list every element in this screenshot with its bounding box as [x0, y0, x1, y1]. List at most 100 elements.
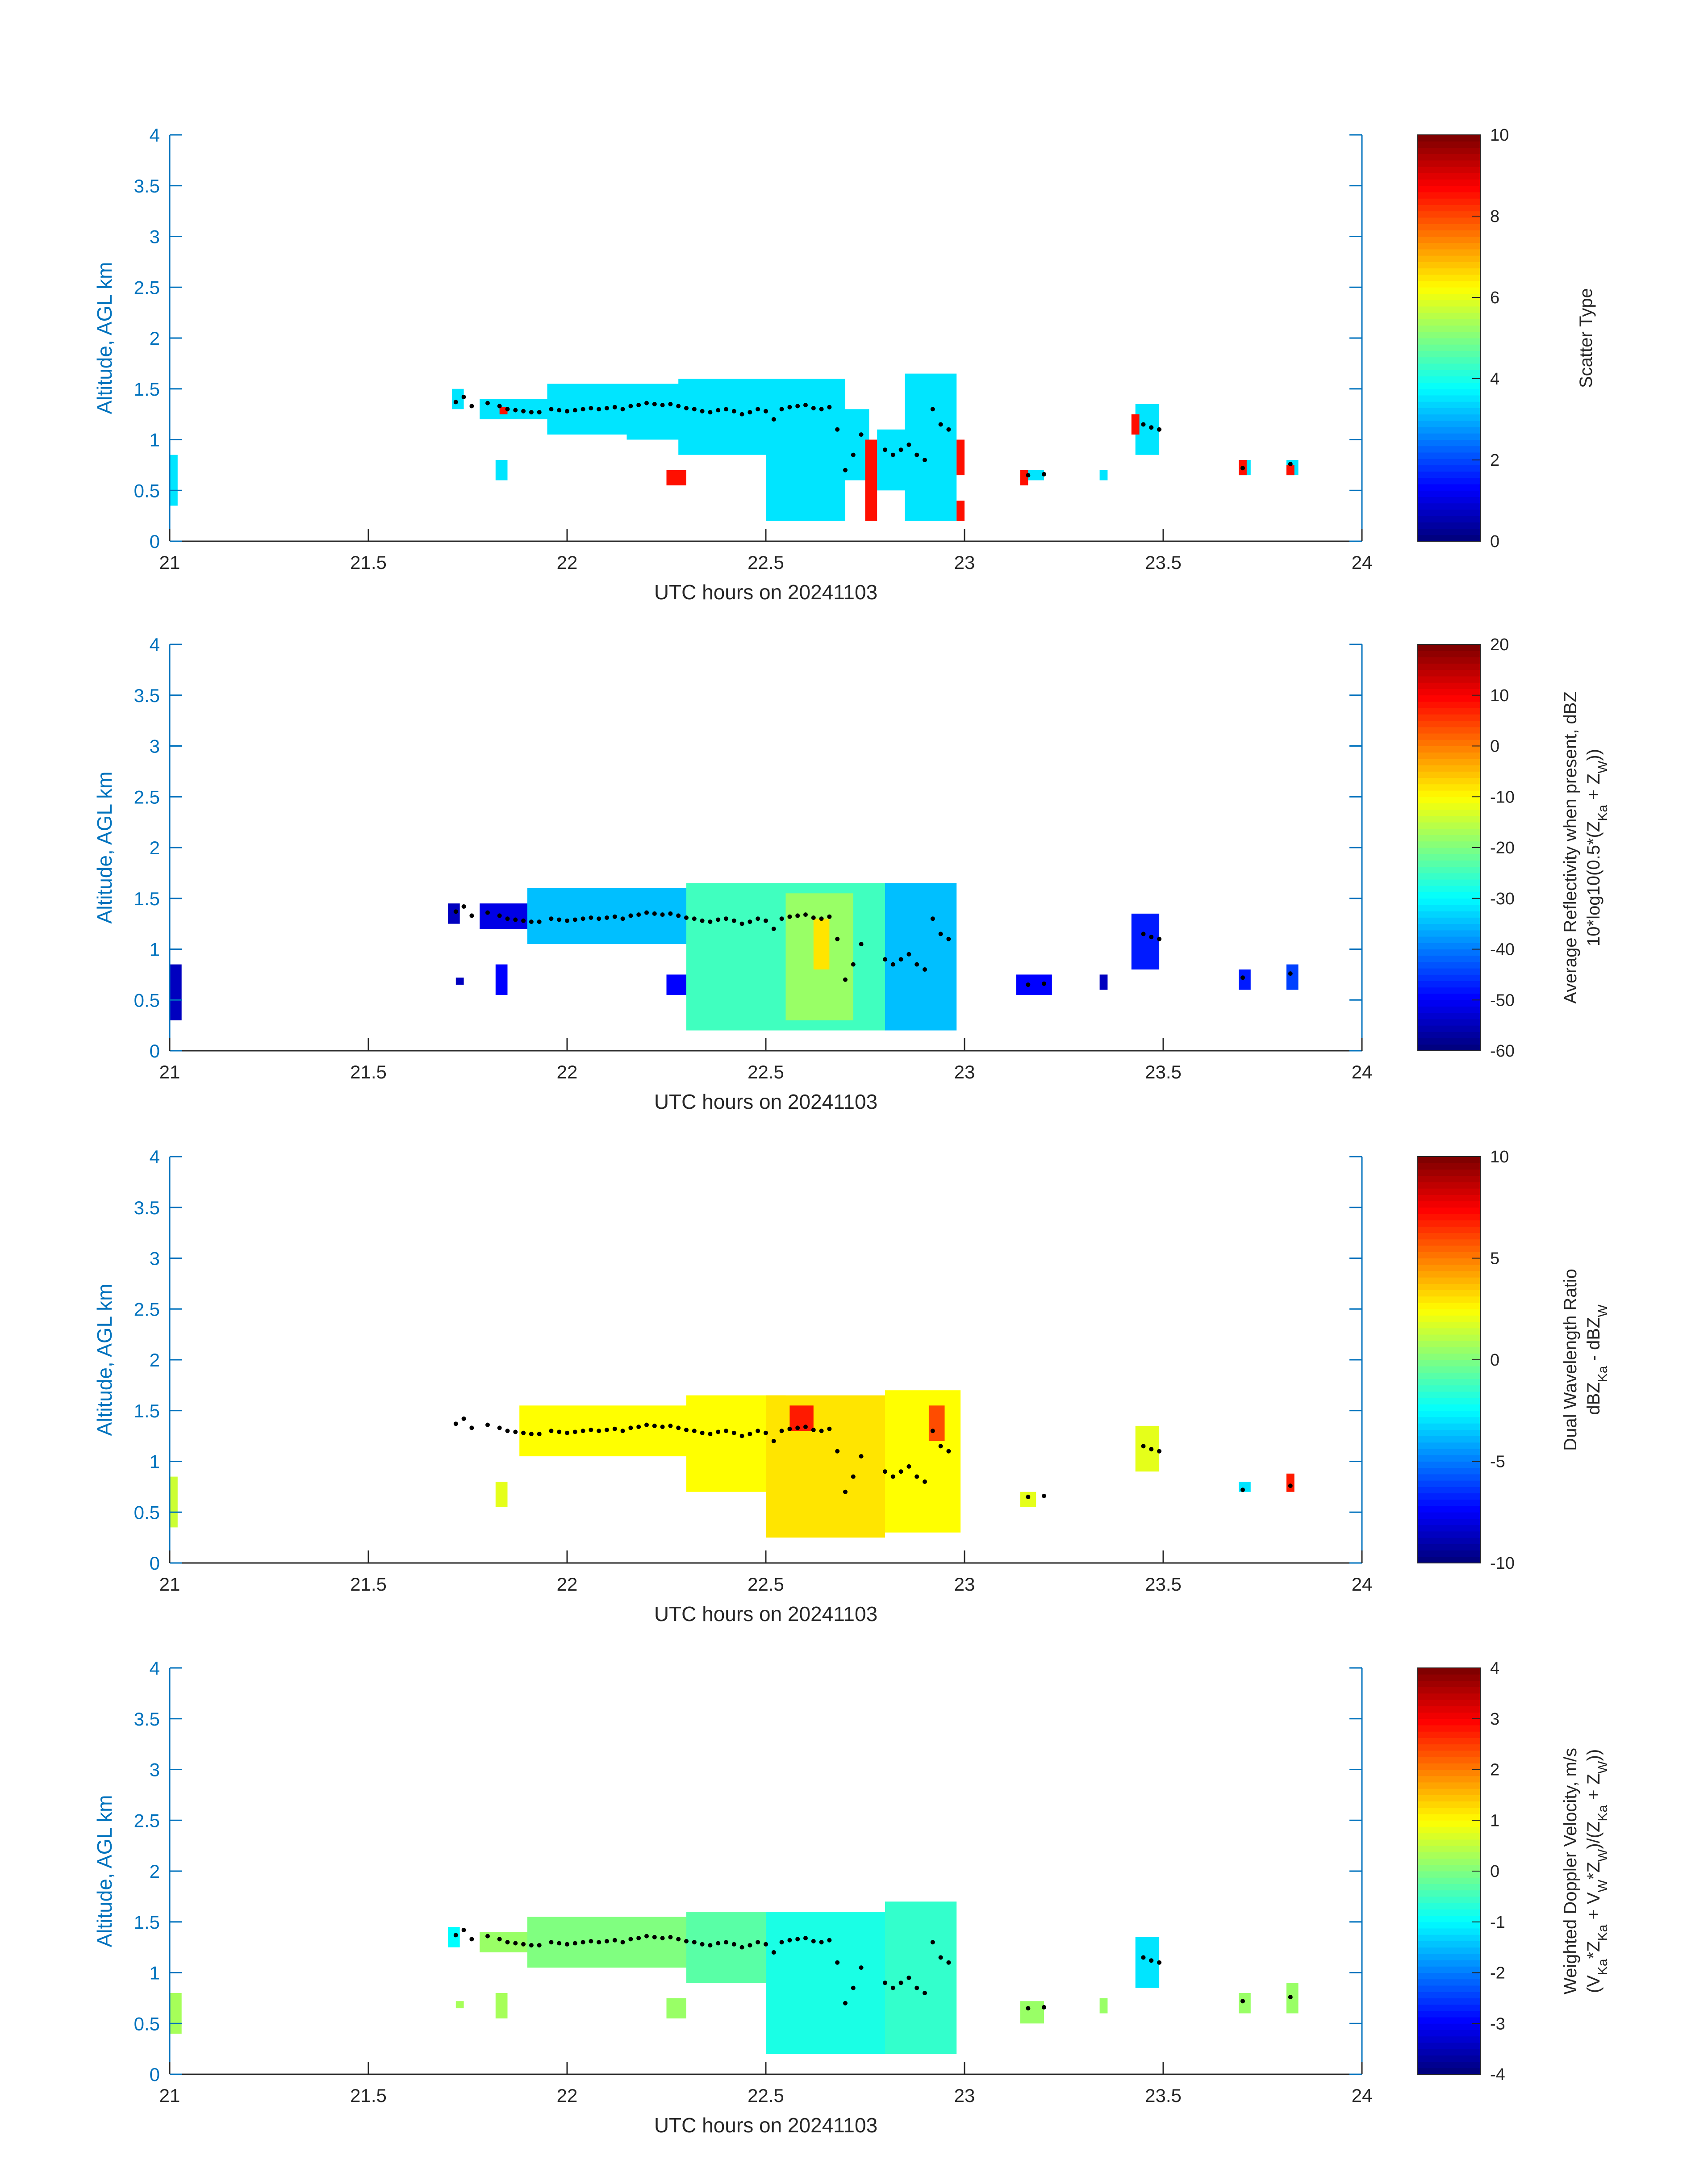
- colorbar-segment: [1418, 154, 1480, 161]
- cloud-base-point: [898, 1469, 903, 1474]
- cloud-base-point: [851, 452, 856, 457]
- cloud-base-point: [764, 1430, 768, 1435]
- colorbar-segment: [1418, 1537, 1480, 1544]
- data-cell: [956, 439, 965, 476]
- cloud-base-point: [1240, 466, 1245, 471]
- cloud-base-point: [819, 1940, 824, 1945]
- cloud-base-point: [557, 408, 562, 413]
- colorbar-segment: [1418, 733, 1480, 740]
- cloud-base-point: [835, 1449, 840, 1454]
- cloud-base-point: [521, 1942, 526, 1947]
- cloud-base-point: [700, 918, 705, 923]
- cloud-base-point: [835, 936, 840, 941]
- cloud-base-point: [811, 1939, 816, 1943]
- cloud-base-point: [1288, 462, 1293, 467]
- colorbar-segment: [1418, 809, 1480, 816]
- colorbar-segment: [1418, 490, 1480, 497]
- cloud-base-point: [612, 1938, 617, 1943]
- data-cell: [956, 501, 965, 521]
- colorbar-segment: [1418, 1315, 1480, 1322]
- cloud-base-point: [946, 936, 951, 941]
- data-cell: [626, 384, 686, 440]
- y-tick-label: 2.5: [134, 786, 160, 807]
- colorbar: -60 -50 -40 -30 -20 -10 0 10 20 Average Reflectiv…: [1417, 635, 1610, 1061]
- cloud-base-point: [915, 1474, 919, 1479]
- cloud-base-point: [644, 910, 649, 915]
- colorbar-segment: [1418, 1890, 1480, 1897]
- colorbar-segment: [1418, 452, 1480, 459]
- cloud-base-point: [597, 1429, 601, 1433]
- colorbar-segment: [1418, 1467, 1480, 1475]
- colorbar-segment: [1418, 223, 1480, 230]
- colorbar-segment: [1418, 331, 1480, 338]
- cloud-base-point: [906, 442, 911, 447]
- colorbar-segment: [1418, 2036, 1480, 2043]
- colorbar-segment: [1418, 1277, 1480, 1284]
- colorbar-tick-label: 0: [1490, 737, 1499, 756]
- cloud-base-point: [731, 1430, 736, 1435]
- cloud-base-point: [692, 1940, 697, 1945]
- colorbar-segment: [1418, 2042, 1480, 2049]
- cloud-base-point: [803, 403, 808, 408]
- colorbar-segment: [1418, 1321, 1480, 1329]
- cloud-base-point: [692, 916, 697, 921]
- colorbar-segment: [1418, 860, 1480, 867]
- colorbar-label: Weighted Doppler Velocity, m/s: [1561, 1748, 1580, 1994]
- data-cell: [1020, 2001, 1044, 2024]
- colorbar-tick-label: -3: [1490, 2014, 1505, 2033]
- y-tick-label: 4: [150, 1658, 160, 1679]
- cloud-base-point: [589, 915, 593, 920]
- colorbar-segment: [1418, 987, 1480, 994]
- colorbar-tick-label: 4: [1490, 370, 1499, 389]
- data-cell: [877, 429, 905, 491]
- colorbar-segment: [1418, 300, 1480, 307]
- colorbar-segment: [1418, 1025, 1480, 1032]
- colorbar-segment: [1418, 695, 1480, 702]
- cloud-base-point: [739, 1433, 744, 1438]
- colorbar-segment: [1418, 1953, 1480, 1960]
- cloud-base-point: [1157, 936, 1162, 941]
- cloud-base-point: [668, 1935, 673, 1939]
- colorbar-segment: [1418, 2055, 1480, 2062]
- cloud-base-point: [819, 407, 824, 412]
- colorbar-segment: [1418, 1960, 1480, 1967]
- colorbar-segment: [1418, 376, 1480, 383]
- colorbar-segment: [1418, 1391, 1480, 1398]
- cloud-base-point: [779, 1429, 784, 1433]
- colorbar-segment: [1418, 1347, 1480, 1354]
- y-axis-label: Altitude, AGL km: [93, 1284, 116, 1436]
- cloud-base-point: [803, 1425, 808, 1429]
- cloud-base-point: [1141, 1955, 1146, 1960]
- cloud-base-point: [565, 409, 569, 414]
- cloud-base-point: [521, 409, 526, 414]
- colorbar-segment: [1418, 1334, 1480, 1341]
- colorbar-segment: [1418, 650, 1480, 657]
- data-cell: [495, 1993, 508, 2018]
- cloud-base-point: [890, 1474, 895, 1479]
- colorbar-segment: [1418, 1404, 1480, 1411]
- data-cell: [666, 974, 686, 995]
- colorbar-segment: [1418, 1788, 1480, 1795]
- colorbar-segment: [1418, 477, 1480, 485]
- x-tick-label: 23: [954, 2085, 975, 2106]
- y-tick-label: 3: [150, 736, 160, 757]
- colorbar-segment: [1418, 1486, 1480, 1494]
- data-cell: [1099, 470, 1108, 481]
- y-tick-label: 1.5: [134, 1400, 160, 1421]
- colorbar-segment: [1418, 936, 1480, 943]
- cloud-base-point: [771, 927, 776, 931]
- y-tick-label: 3.5: [134, 685, 160, 706]
- y-tick-label: 1: [150, 1451, 160, 1472]
- colorbar-segment: [1418, 522, 1480, 529]
- data-cell: [1099, 1998, 1108, 2014]
- cloud-base-point: [843, 2001, 848, 2006]
- x-tick-label: 21.5: [350, 1574, 387, 1595]
- colorbar-segment: [1418, 1448, 1480, 1455]
- colorbar-segment: [1418, 1833, 1480, 1840]
- x-tick-label: 21: [159, 1061, 180, 1082]
- colorbar-segment: [1418, 1966, 1480, 1973]
- colorbar-segment: [1418, 160, 1480, 167]
- cloud-base-point: [764, 1942, 768, 1947]
- y-tick-label: 2: [150, 1861, 160, 1882]
- colorbar-segment: [1418, 1245, 1480, 1252]
